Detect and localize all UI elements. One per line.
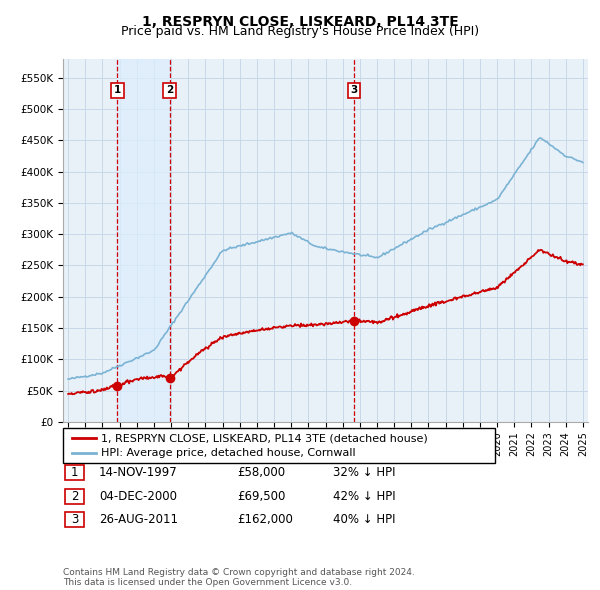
- Text: HPI: Average price, detached house, Cornwall: HPI: Average price, detached house, Corn…: [101, 448, 355, 458]
- Text: 40% ↓ HPI: 40% ↓ HPI: [333, 513, 395, 526]
- Text: Price paid vs. HM Land Registry's House Price Index (HPI): Price paid vs. HM Land Registry's House …: [121, 25, 479, 38]
- Text: 2: 2: [166, 86, 173, 95]
- Text: 1, RESPRYN CLOSE, LISKEARD, PL14 3TE: 1, RESPRYN CLOSE, LISKEARD, PL14 3TE: [142, 15, 458, 29]
- Text: 3: 3: [350, 86, 358, 95]
- Text: 1: 1: [71, 466, 78, 479]
- Text: 3: 3: [71, 513, 78, 526]
- Text: Contains HM Land Registry data © Crown copyright and database right 2024.
This d: Contains HM Land Registry data © Crown c…: [63, 568, 415, 587]
- Text: £69,500: £69,500: [237, 490, 286, 503]
- Text: 1, RESPRYN CLOSE, LISKEARD, PL14 3TE (detached house): 1, RESPRYN CLOSE, LISKEARD, PL14 3TE (de…: [101, 434, 428, 443]
- Text: 04-DEC-2000: 04-DEC-2000: [99, 490, 177, 503]
- Text: 42% ↓ HPI: 42% ↓ HPI: [333, 490, 395, 503]
- Text: £58,000: £58,000: [237, 466, 285, 479]
- Text: 14-NOV-1997: 14-NOV-1997: [99, 466, 178, 479]
- Text: 32% ↓ HPI: 32% ↓ HPI: [333, 466, 395, 479]
- Text: 26-AUG-2011: 26-AUG-2011: [99, 513, 178, 526]
- Text: £162,000: £162,000: [237, 513, 293, 526]
- Bar: [118, 59, 170, 422]
- Text: 1: 1: [114, 86, 121, 95]
- Text: 2: 2: [71, 490, 78, 503]
